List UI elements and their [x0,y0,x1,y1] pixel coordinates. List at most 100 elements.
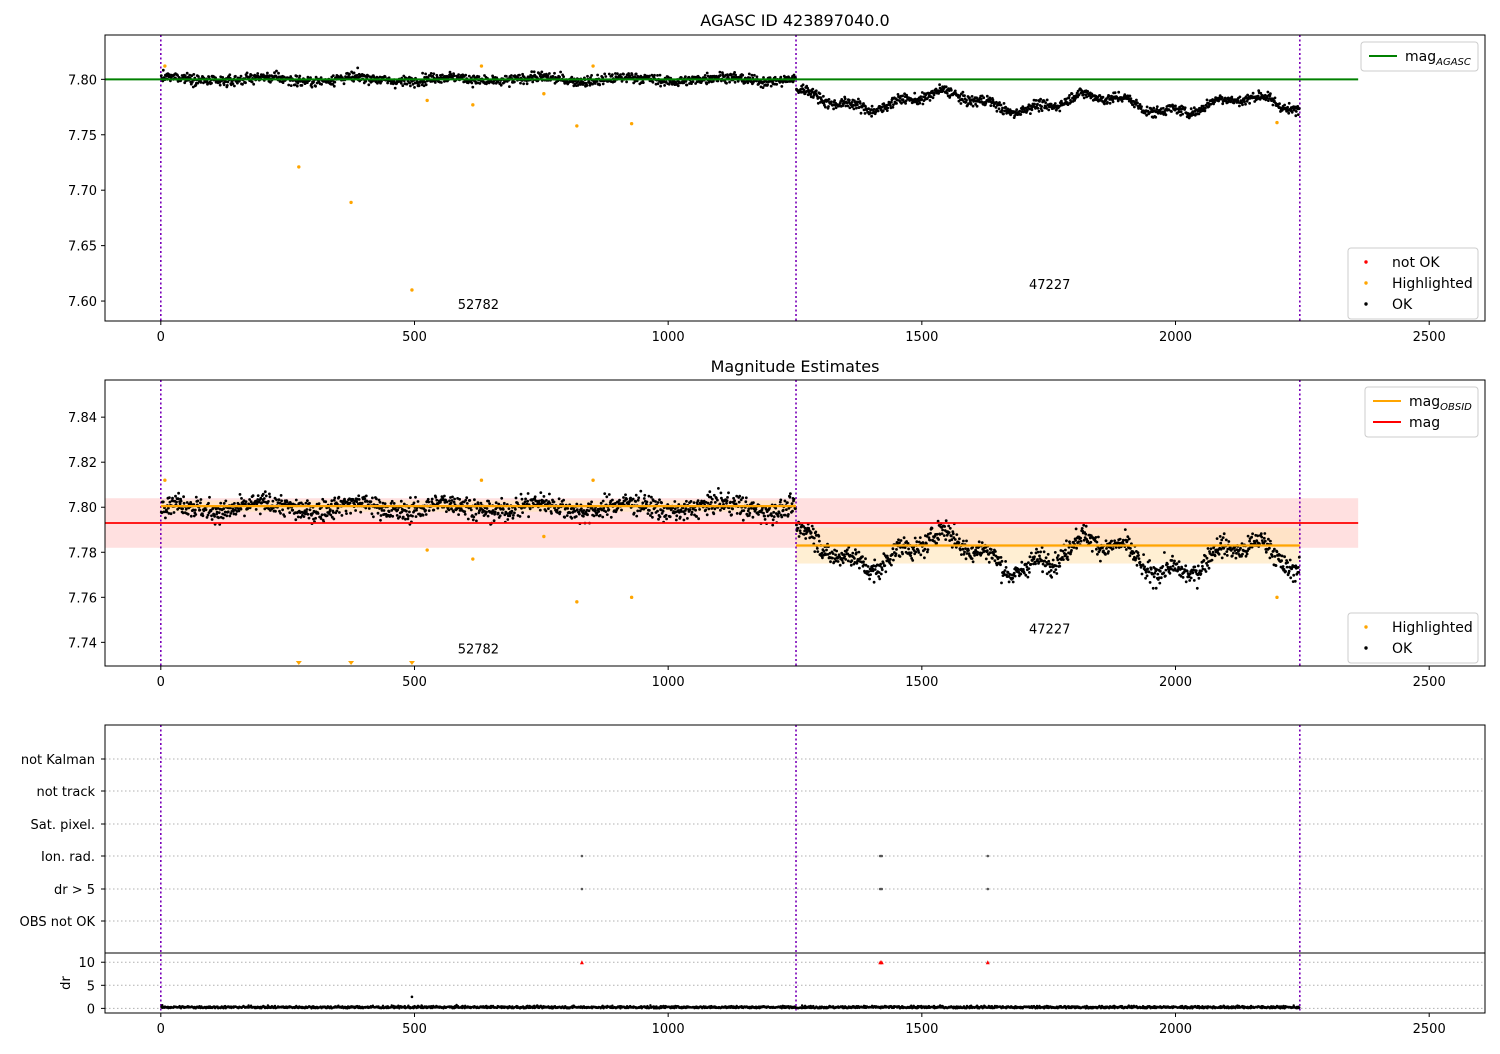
ok-point [1001,560,1004,563]
ok-point [793,498,796,501]
ok-point [211,518,214,521]
ok-point [1149,581,1152,584]
ok-point [686,517,689,520]
ok-point [712,512,715,515]
ok-point [186,72,189,75]
ok-point [1029,555,1032,558]
ok-point [1011,577,1014,580]
ok-point [294,518,297,521]
ok-point [602,500,605,503]
ok-point [813,550,816,553]
ok-point [400,500,403,503]
ok-point [652,81,655,84]
ok-point [714,501,717,504]
ok-point [1129,95,1132,98]
ok-point [1028,571,1031,574]
ok-point [802,83,805,86]
ok-point [275,498,278,501]
ok-point [972,560,975,563]
ok-point [330,499,333,502]
ok-point [757,513,760,516]
ok-point [494,511,497,514]
ok-point [185,508,188,511]
ok-point [869,573,872,576]
ok-point [427,501,430,504]
ok-point [1182,576,1185,579]
ok-point [563,516,566,519]
ok-point [821,556,824,559]
ok-point [988,561,991,564]
ok-point [588,509,591,512]
ok-point [1269,92,1272,95]
ok-point [1225,539,1228,542]
ok-point [522,82,525,85]
ok-point [1106,101,1109,104]
ok-point [543,495,546,498]
ok-point [1286,561,1289,564]
ok-point [224,500,227,503]
ok-point [213,515,216,518]
ok-point [332,74,335,77]
ok-point [651,512,654,515]
ok-point [873,581,876,584]
ok-point [707,508,710,511]
ok-point [1008,581,1011,584]
ok-point [602,83,605,86]
ok-point [986,95,989,98]
ok-point [549,502,552,505]
highlighted-point [1275,596,1278,599]
ok-point [882,109,885,112]
ok-point [932,96,935,99]
ok-point [779,76,782,79]
ok-point [1068,94,1071,97]
ok-point [926,551,929,554]
ok-point [1195,569,1198,572]
ok-point [860,112,863,115]
ok-point [886,107,889,110]
ok-point [635,494,638,497]
ok-point [425,83,428,86]
ok-point [1034,562,1037,565]
ok-point [864,112,867,115]
ok-point [501,512,504,515]
ok-point [1075,528,1078,531]
ok-point [197,75,200,78]
ok-point [597,510,600,513]
ok-point [1204,107,1207,110]
ok-point [372,515,375,518]
ok-point [690,513,693,516]
ok-point [889,104,892,107]
ok-point [1221,102,1224,105]
ok-point [748,73,751,76]
dr-tick-label: 5 [87,979,95,994]
ok-point [943,525,946,528]
ok-point [202,514,205,517]
ok-point [1289,559,1292,562]
ok-point [1035,548,1038,551]
ok-point [855,551,858,554]
ok-point [958,537,961,540]
ok-point [827,105,830,108]
ok-point [578,513,581,516]
ok-point [927,548,930,551]
ok-point [962,548,965,551]
ok-point [829,560,832,563]
legend-label: OK [1392,641,1413,657]
ok-point [898,541,901,544]
ok-point [659,515,662,518]
ok-point [726,496,729,499]
ok-point [1083,539,1086,542]
ok-point [1000,556,1003,559]
ok-point [164,517,167,520]
ok-point [513,512,516,515]
flag-point [880,855,883,858]
ok-point [1125,548,1128,551]
ok-point [817,535,820,538]
ok-point [1162,571,1165,574]
ok-point [772,511,775,514]
ok-point [1218,553,1221,556]
ok-point [748,512,751,515]
ok-point [1146,568,1149,571]
